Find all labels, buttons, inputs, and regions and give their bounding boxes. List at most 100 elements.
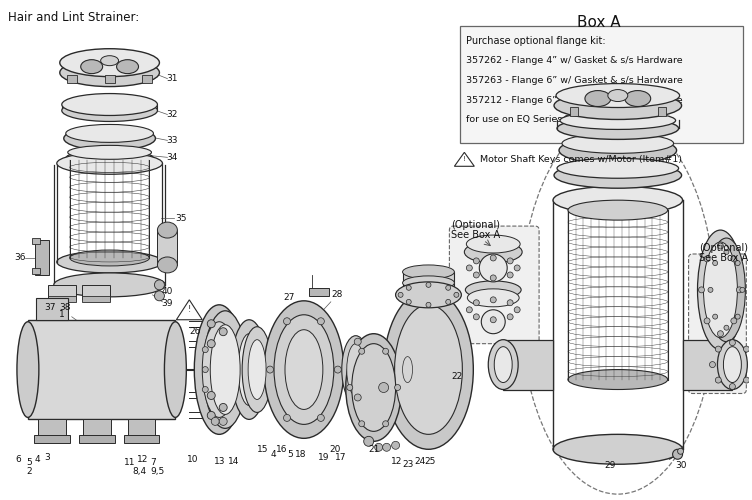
Text: !: !: [188, 306, 191, 314]
Circle shape: [729, 384, 735, 390]
Ellipse shape: [64, 126, 156, 150]
Circle shape: [208, 412, 215, 420]
Circle shape: [446, 286, 450, 290]
Text: !: !: [463, 156, 465, 162]
Circle shape: [383, 444, 390, 452]
Circle shape: [284, 318, 290, 324]
Circle shape: [490, 255, 496, 261]
Ellipse shape: [557, 118, 678, 140]
Ellipse shape: [608, 90, 628, 102]
Ellipse shape: [54, 273, 165, 297]
Ellipse shape: [117, 60, 138, 74]
Ellipse shape: [157, 257, 177, 273]
Circle shape: [678, 448, 684, 454]
Ellipse shape: [60, 58, 159, 86]
Circle shape: [202, 346, 208, 352]
Bar: [157, 230, 177, 265]
Circle shape: [704, 318, 710, 324]
Text: 39: 39: [162, 300, 173, 308]
FancyBboxPatch shape: [689, 254, 746, 394]
Circle shape: [266, 366, 274, 373]
Circle shape: [359, 421, 365, 426]
Ellipse shape: [467, 289, 519, 307]
Text: 32: 32: [167, 110, 178, 119]
Ellipse shape: [402, 265, 454, 279]
Ellipse shape: [194, 305, 244, 434]
Text: 8,4: 8,4: [132, 466, 147, 475]
Ellipse shape: [494, 346, 512, 382]
Text: 37: 37: [44, 304, 56, 312]
Circle shape: [473, 258, 479, 264]
Ellipse shape: [557, 158, 678, 178]
Ellipse shape: [717, 340, 747, 390]
Circle shape: [154, 280, 165, 290]
Circle shape: [317, 318, 324, 324]
Text: 16: 16: [276, 445, 288, 454]
Circle shape: [202, 386, 208, 392]
Text: Purchase optional flange kit:: Purchase optional flange kit:: [466, 36, 606, 46]
Text: 26: 26: [190, 327, 201, 336]
Text: 36: 36: [14, 254, 26, 262]
Circle shape: [379, 382, 389, 392]
Text: 7: 7: [150, 458, 156, 466]
Circle shape: [359, 348, 365, 354]
Bar: [683, 340, 732, 390]
Ellipse shape: [396, 282, 462, 308]
Circle shape: [354, 394, 361, 401]
Circle shape: [383, 421, 389, 426]
Bar: [82, 296, 110, 302]
Text: 357262 - Flange 4” w/ Gasket & s/s Hardware: 357262 - Flange 4” w/ Gasket & s/s Hardw…: [466, 56, 683, 64]
Ellipse shape: [723, 346, 741, 382]
Circle shape: [479, 254, 507, 282]
Ellipse shape: [57, 251, 162, 273]
Bar: [142, 74, 153, 82]
Ellipse shape: [285, 330, 323, 409]
Ellipse shape: [374, 364, 393, 414]
Text: 24: 24: [414, 456, 425, 466]
Circle shape: [729, 340, 735, 345]
Ellipse shape: [708, 238, 745, 342]
Circle shape: [735, 314, 740, 319]
Circle shape: [364, 436, 374, 446]
Circle shape: [514, 265, 520, 271]
Circle shape: [473, 300, 479, 306]
Ellipse shape: [464, 241, 522, 263]
Circle shape: [220, 404, 227, 411]
Text: (Optional): (Optional): [450, 220, 500, 230]
Bar: [503, 340, 553, 390]
Ellipse shape: [248, 340, 266, 400]
Ellipse shape: [101, 56, 119, 66]
Ellipse shape: [347, 344, 365, 396]
Bar: [38, 420, 65, 438]
Ellipse shape: [165, 322, 186, 418]
Circle shape: [347, 384, 353, 390]
Ellipse shape: [352, 344, 396, 432]
Ellipse shape: [402, 276, 454, 290]
Text: 28: 28: [331, 290, 342, 300]
Circle shape: [395, 384, 401, 390]
Bar: [460, 26, 744, 144]
Ellipse shape: [395, 305, 462, 434]
Bar: [67, 74, 77, 82]
Ellipse shape: [625, 90, 650, 106]
Circle shape: [744, 377, 750, 383]
Ellipse shape: [80, 60, 102, 74]
Text: 17: 17: [335, 453, 347, 462]
Bar: [79, 436, 114, 444]
Circle shape: [284, 414, 290, 422]
Circle shape: [374, 444, 383, 452]
Bar: [82, 285, 110, 299]
Polygon shape: [454, 152, 475, 166]
Ellipse shape: [70, 250, 150, 266]
Circle shape: [466, 265, 472, 271]
Text: 10: 10: [186, 455, 198, 464]
Text: 34: 34: [167, 153, 178, 162]
Ellipse shape: [559, 136, 677, 164]
Bar: [83, 420, 111, 438]
Circle shape: [481, 310, 505, 334]
Ellipse shape: [65, 124, 153, 142]
Circle shape: [490, 275, 496, 281]
Circle shape: [406, 300, 411, 304]
Circle shape: [208, 392, 215, 400]
Bar: [123, 436, 159, 444]
